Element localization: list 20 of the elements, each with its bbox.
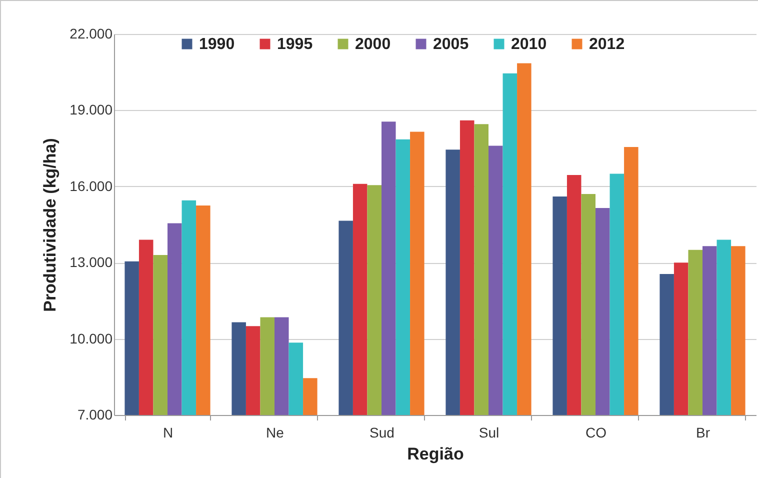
y-tick-label: 22.000 — [70, 26, 113, 42]
x-tick-label: Sud — [370, 424, 394, 440]
legend-label: 2000 — [355, 36, 391, 53]
y-tick-label: 10.000 — [70, 330, 113, 346]
x-tick-label: Sul — [478, 424, 500, 440]
legend-label: 2005 — [433, 36, 469, 53]
x-tick-label: Ne — [266, 424, 284, 440]
x-tick-label: CO — [586, 424, 607, 440]
y-tick-label: 19.000 — [70, 102, 113, 118]
legend-label: 1990 — [199, 36, 235, 53]
x-axis-title: Região — [407, 444, 464, 464]
y-tick-label: 13.000 — [70, 254, 113, 270]
x-tick-label: Br — [696, 424, 710, 440]
legend-label: 2010 — [511, 36, 547, 53]
x-tick-label: N — [162, 424, 174, 440]
y-tick-label: 7.000 — [77, 406, 113, 422]
legend-label: 1995 — [277, 36, 313, 53]
y-axis-title: Produtividade (kg/ha) — [40, 138, 60, 312]
y-tick-label: 16.000 — [70, 178, 113, 194]
legend-label: 2012 — [589, 36, 625, 53]
